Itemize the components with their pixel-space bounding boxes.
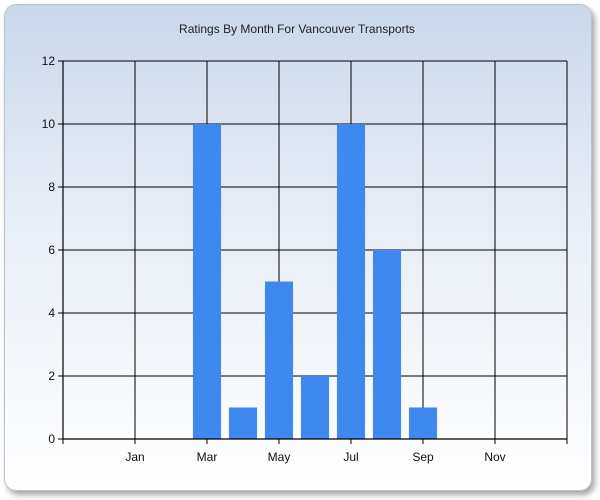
bar bbox=[192, 124, 222, 439]
x-tick-label: Nov bbox=[484, 450, 505, 464]
bar bbox=[408, 407, 438, 439]
y-tick-label: 2 bbox=[48, 369, 55, 383]
bar bbox=[264, 281, 294, 439]
x-tick-labels: Jan Mar May Jul Sep Nov bbox=[125, 450, 505, 464]
bar bbox=[228, 407, 258, 439]
x-tick-label: May bbox=[268, 450, 291, 464]
x-tick-label: Jan bbox=[125, 450, 144, 464]
bar bbox=[300, 376, 330, 439]
chart-panel bbox=[4, 4, 592, 491]
y-tick-label: 4 bbox=[48, 306, 55, 320]
y-tick-label: 12 bbox=[42, 54, 56, 68]
chart-title: Ratings By Month For Vancouver Transport… bbox=[179, 22, 415, 36]
bars bbox=[192, 124, 438, 439]
x-tick-label: Sep bbox=[412, 450, 434, 464]
y-tick-labels: 0 2 4 6 8 10 12 bbox=[42, 54, 56, 446]
bar bbox=[372, 250, 402, 439]
x-tick-label: Mar bbox=[197, 450, 218, 464]
y-tick-label: 10 bbox=[42, 117, 56, 131]
y-tick-label: 6 bbox=[48, 243, 55, 257]
x-tick-label: Jul bbox=[343, 450, 358, 464]
y-tick-label: 8 bbox=[48, 180, 55, 194]
bar bbox=[336, 124, 366, 439]
axes bbox=[58, 60, 568, 444]
y-tick-label: 0 bbox=[48, 432, 55, 446]
